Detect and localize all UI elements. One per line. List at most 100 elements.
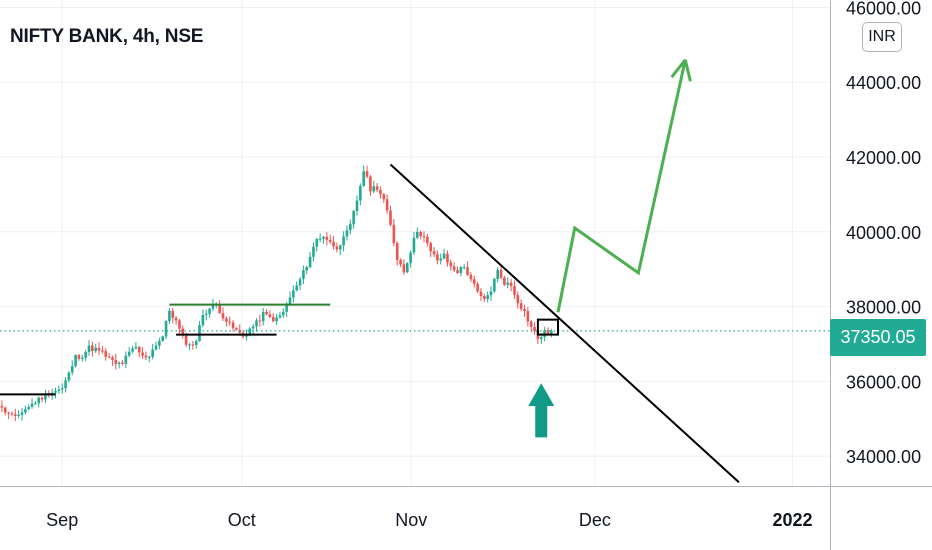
- candle-body: [479, 291, 483, 296]
- buy-arrow-icon: [528, 383, 555, 438]
- candle-body: [251, 326, 255, 329]
- y-tick-label: 42000.00: [846, 148, 921, 168]
- candle-body: [546, 330, 550, 334]
- candle-body: [315, 239, 319, 247]
- candle-body: [17, 414, 20, 416]
- candle-body: [419, 231, 422, 237]
- candle-body: [335, 246, 339, 250]
- candle-body: [452, 266, 456, 271]
- candle-body: [338, 245, 342, 250]
- candle-body: [121, 362, 124, 364]
- candle-body: [462, 267, 466, 269]
- candle-body: [20, 412, 24, 415]
- candle-body: [131, 348, 134, 352]
- candle-body: [104, 351, 108, 357]
- candle-body: [168, 310, 171, 322]
- candle-body: [14, 414, 17, 416]
- candle-body: [476, 283, 479, 292]
- candle-body: [265, 311, 268, 315]
- candle-body: [292, 290, 295, 298]
- candle-body: [372, 186, 376, 192]
- candle-body: [64, 380, 67, 389]
- candle-body: [231, 322, 235, 329]
- candle-body: [278, 315, 282, 318]
- x-tick-label: Nov: [395, 510, 427, 530]
- candle-body: [74, 355, 77, 367]
- candle-body: [37, 397, 41, 404]
- candle-body: [539, 337, 543, 339]
- projection-arrowhead: [683, 59, 692, 82]
- candle-body: [409, 252, 412, 264]
- candle-body: [516, 294, 520, 304]
- candle-body: [117, 362, 121, 364]
- candle-body: [57, 389, 61, 392]
- x-tick-label: 2022: [772, 510, 812, 530]
- candle-body: [44, 393, 47, 400]
- candle-body: [432, 251, 436, 255]
- candle-body: [308, 256, 312, 267]
- drawings-layer: [0, 58, 830, 484]
- candle-body: [204, 313, 208, 315]
- candle-body: [509, 282, 513, 287]
- y-tick-label: 44000.00: [846, 73, 921, 93]
- candle-body: [369, 176, 372, 192]
- candle-body: [302, 270, 305, 280]
- y-tick-label: 36000.00: [846, 372, 921, 392]
- candle-body: [218, 304, 221, 314]
- candle-body: [268, 314, 272, 317]
- candle-body: [325, 236, 329, 240]
- x-tick-label: Sep: [46, 510, 78, 530]
- candle-body: [345, 230, 349, 237]
- candle-body: [362, 171, 365, 186]
- candle-body: [101, 350, 104, 352]
- candle-body: [201, 314, 205, 326]
- x-tick-label: Oct: [228, 510, 256, 530]
- candle-body: [526, 311, 530, 322]
- candle-body: [426, 236, 429, 244]
- candle-body: [439, 258, 443, 261]
- candle-body: [342, 236, 345, 246]
- x-tick-label: Dec: [579, 510, 611, 530]
- candle-body: [349, 224, 352, 231]
- candle-body: [402, 264, 406, 273]
- y-tick-label: 34000.00: [846, 447, 921, 467]
- candle-body: [148, 356, 151, 358]
- candle-body: [543, 330, 546, 338]
- trend-line: [389, 163, 740, 484]
- candle-body: [161, 336, 164, 341]
- candle-body: [164, 321, 168, 337]
- candle-body: [365, 171, 369, 177]
- candle-body: [194, 341, 198, 345]
- candle-body: [456, 270, 459, 273]
- candle-body: [352, 211, 355, 225]
- candle-body: [382, 194, 386, 200]
- currency-button[interactable]: INR: [862, 22, 902, 52]
- candle-body: [496, 269, 499, 279]
- candle-body: [499, 269, 503, 278]
- candle-body: [405, 263, 409, 273]
- candle-body: [91, 345, 94, 352]
- candle-body: [154, 345, 158, 350]
- candle-body: [191, 344, 195, 346]
- last-price-badge: 37350.05: [830, 319, 926, 356]
- candle-body: [60, 388, 64, 390]
- candle-body: [0, 406, 4, 408]
- candle-body: [178, 320, 181, 329]
- candle-body: [151, 349, 154, 357]
- candle-body: [422, 236, 426, 238]
- candle-body: [271, 316, 275, 322]
- candle-body: [332, 241, 335, 247]
- candle-body: [261, 311, 265, 322]
- candle-body: [529, 321, 533, 327]
- candle-body: [27, 406, 30, 410]
- candle-body: [446, 253, 449, 263]
- candle-body: [134, 346, 138, 349]
- candle-body: [392, 224, 396, 244]
- candle-body: [472, 279, 476, 284]
- candle-body: [429, 243, 432, 252]
- candle-body: [523, 309, 526, 312]
- candle-body: [379, 189, 382, 195]
- candle-body: [466, 267, 469, 275]
